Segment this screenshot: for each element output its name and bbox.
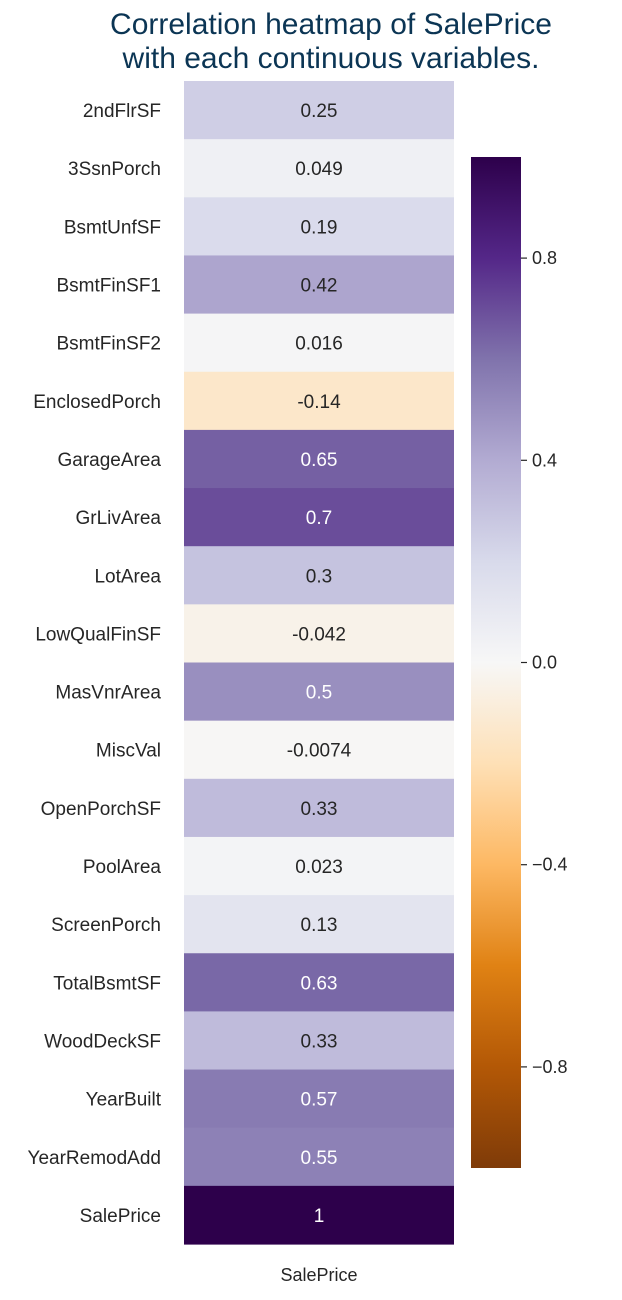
colorbar-tick-label: 0.4: [532, 450, 557, 470]
heatmap-cell: [184, 429, 454, 489]
row-label: GarageArea: [57, 450, 161, 471]
row-label: EnclosedPorch: [33, 392, 161, 413]
heatmap-cell: [184, 81, 454, 140]
row-labels: 2ndFlrSF 3SsnPorch BsmtUnfSF BsmtFinSF1 Bsmt…: [28, 101, 162, 1227]
heatmap-cell: [184, 139, 454, 198]
row-label: 2ndFlrSF: [83, 101, 161, 122]
cell-value-label: 0.65: [301, 450, 338, 471]
row-label: TotalBsmtSF: [53, 973, 161, 994]
colorbar-tick-label: 0.0: [532, 653, 557, 673]
heatmap-cell: [184, 1011, 454, 1071]
heatmap-cells: [184, 81, 454, 1245]
cell-value-label: 0.25: [301, 101, 338, 122]
colorbar-tick-label: 0.8: [532, 248, 557, 268]
chart-title: Correlation heatmap of SalePrice with ea…: [110, 8, 552, 75]
cell-value-label: 0.33: [301, 799, 338, 820]
cell-value-label: 0.023: [295, 857, 343, 878]
row-label: YearBuilt: [86, 1090, 162, 1111]
heatmap-cell: [184, 953, 454, 1012]
row-label: 3SsnPorch: [68, 159, 161, 180]
heatmap-cell: [184, 546, 454, 605]
row-label: SalePrice: [80, 1206, 161, 1227]
heatmap-cell: [184, 720, 454, 780]
row-label: ScreenPorch: [51, 915, 161, 936]
cell-value-label: 0.049: [295, 159, 343, 180]
cell-value-label: 0.33: [301, 1031, 338, 1052]
row-label: GrLivArea: [75, 508, 161, 529]
cell-value-label: 0.016: [295, 334, 343, 355]
heatmap-cell: [184, 371, 454, 431]
heatmap-cell: [184, 488, 454, 547]
cell-value-label: -0.042: [292, 624, 346, 645]
cell-value-label: 0.42: [301, 276, 338, 297]
cell-value-labels: 0.25 0.049 0.19 0.42 0.016 -0.14 0.65 0.7 0.3 -0.…: [287, 101, 352, 1227]
cell-value-label: -0.14: [297, 392, 341, 413]
row-label: MasVnrArea: [55, 683, 161, 704]
row-label: OpenPorchSF: [41, 799, 161, 820]
heatmap-cell: [184, 604, 454, 664]
heatmap-cell: [184, 1069, 454, 1129]
row-label: MiscVal: [96, 741, 161, 762]
heatmap-cell: [184, 778, 454, 838]
heatmap-cell: [184, 197, 454, 257]
heatmap-cell: [184, 895, 454, 954]
heatmap-cell: [184, 313, 454, 373]
cell-value-label: 1: [314, 1206, 325, 1227]
cell-value-label: 0.63: [301, 973, 338, 994]
cell-value-label: 0.19: [301, 217, 338, 238]
colorbar-tick-label: −0.8: [532, 1057, 568, 1077]
colorbar-ticks: 0.8 0.4 0.0 −0.4 −0.8: [521, 248, 568, 1077]
heatmap-cell: [184, 1127, 454, 1187]
row-label: BsmtFinSF1: [56, 276, 161, 297]
cell-value-label: 0.55: [301, 1148, 338, 1169]
cell-value-label: -0.0074: [287, 741, 352, 762]
cell-value-label: 0.3: [306, 566, 332, 587]
x-tick-label: SalePrice: [280, 1265, 357, 1285]
cell-value-label: 0.57: [301, 1090, 338, 1111]
heatmap-cell: [184, 662, 454, 722]
row-label: PoolArea: [83, 857, 162, 878]
cell-value-label: 0.5: [306, 683, 332, 704]
row-label: YearRemodAdd: [28, 1148, 161, 1169]
row-label: BsmtFinSF2: [56, 334, 161, 355]
colorbar-tick-label: −0.4: [532, 855, 568, 875]
heatmap-cell: [184, 836, 454, 896]
cell-value-label: 0.13: [301, 915, 338, 936]
heatmap-cell: [184, 1185, 454, 1245]
colorbar: [471, 157, 521, 1168]
heatmap-cell: [184, 255, 454, 315]
row-label: LotArea: [94, 566, 161, 587]
cell-value-label: 0.7: [306, 508, 332, 529]
row-label: BsmtUnfSF: [64, 217, 161, 238]
row-label: LowQualFinSF: [35, 624, 161, 645]
row-label: WoodDeckSF: [44, 1031, 161, 1052]
